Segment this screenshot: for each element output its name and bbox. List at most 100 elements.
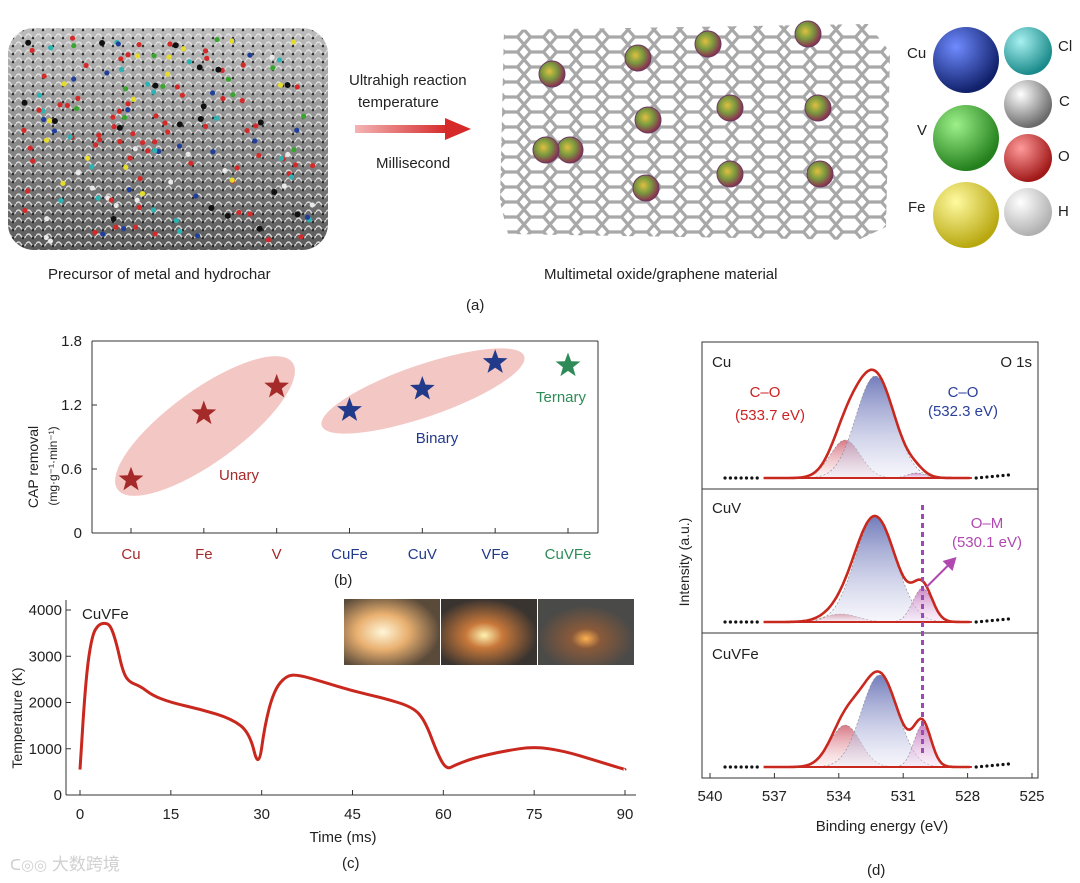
precursor-atom-dot (139, 139, 146, 146)
chart-b-star-point (555, 352, 581, 377)
precursor-atom-dot (208, 205, 215, 212)
precursor-atom-dot (21, 99, 28, 106)
flash-photo-2 (441, 599, 537, 665)
legend-fe-sphere (933, 182, 999, 248)
chart-b-x-tick-label: CuVFe (545, 546, 592, 563)
chart-b-x-tick-label: CuV (408, 546, 437, 563)
precursor-atom-dot (84, 155, 91, 161)
xps-data-dot (734, 476, 738, 480)
precursor-atom-dot (41, 116, 47, 123)
precursor-atom-dot (209, 90, 216, 96)
precursor-atom-dot (167, 41, 173, 47)
xps-data-dot (990, 763, 994, 768)
precursor-image (8, 28, 328, 250)
xps-data-dot (979, 475, 984, 480)
precursor-atom-dot (89, 164, 95, 170)
xps-data-dot (728, 765, 732, 769)
chart-c-x-tick-label: 0 (76, 806, 84, 823)
chart-b-ylabel-text: CAP removal (25, 425, 41, 509)
precursor-atom-dot (294, 211, 301, 218)
chart-c-x-tick-label: 75 (526, 806, 543, 823)
precursor-atom-dot (115, 41, 121, 47)
precursor-atom-dot (96, 132, 102, 138)
precursor-atom-dot (64, 102, 70, 109)
chart-c-xlabel: Time (ms) (310, 829, 377, 846)
precursor-atom-dot (240, 62, 246, 68)
oxide-nanoparticle (716, 160, 744, 188)
oxide-nanoparticle (556, 136, 584, 164)
legend-cu-sphere (933, 27, 999, 93)
xps-data-dot (1006, 762, 1010, 766)
legend-cl-label: Cl (1058, 38, 1073, 55)
xps-data-dot (985, 619, 989, 623)
xps-data-dot (979, 764, 984, 769)
oxide-nanoparticle (532, 136, 560, 164)
xps-data-dot (974, 765, 978, 769)
precursor-atom-dot (43, 234, 49, 241)
precursor-atom-dot (118, 66, 125, 73)
chart-d-xlabel: Binding energy (eV) (816, 818, 949, 835)
precursor-atom-dot (83, 62, 89, 69)
xps-data-dot (723, 620, 727, 624)
precursor-atom-dot (214, 36, 220, 43)
precursor-atom-dot (127, 155, 133, 161)
chart-d-x-tick-label: 531 (891, 788, 916, 805)
panel-b: 0 0.6 1.2 1.8 Cu Fe V CuFe CuV VFe CuVFe Unary Binar… (0, 325, 660, 590)
xps-data-dot (734, 765, 738, 769)
precursor-atom-dot (48, 45, 54, 51)
precursor-atom-dot (110, 114, 116, 120)
panel-d: Cu O 1s C–O (533.7 eV) C–O (532.3 eV) CuV O–M (5… (660, 325, 1080, 883)
precursor-atom-dot (256, 225, 263, 232)
precursor-atom-dot (155, 148, 162, 155)
precursor-atom-dot (100, 231, 106, 237)
chart-d-ylabel: Intensity (a.u.) (676, 502, 692, 622)
precursor-atom-dot (210, 149, 216, 155)
precursor-atom-dot (117, 138, 123, 145)
precursor-atom-dot (151, 53, 157, 59)
precursor-atom-dot (22, 207, 28, 214)
precursor-atom-dot (121, 226, 127, 232)
precursor-atom-dot (256, 152, 262, 159)
precursor-atom-dot (74, 105, 80, 112)
chart-b-svg: 00.61.21.8Cu Fe V CuFe CuV VFe CuVFeUnaryBinar… (61, 333, 599, 563)
xps-data-dot (979, 619, 984, 624)
o-m-arrow-shaft (925, 562, 952, 588)
legend-fe-label: Fe (908, 199, 926, 216)
xps-data-dot (744, 765, 749, 769)
precursor-atom-dot (123, 164, 129, 170)
precursor-atom-dot (294, 127, 300, 133)
precursor-atom-dot (116, 124, 123, 131)
precursor-atom-dot (113, 224, 119, 230)
precursor-atom-dot (36, 107, 42, 113)
legend-cl-sphere (1004, 27, 1052, 75)
atom-legend: Cu V Fe Cl C O H (900, 20, 1080, 250)
chart-d-x-tick-label: 537 (762, 788, 787, 805)
precursor-atom-dot (197, 116, 204, 123)
xps-data-dot (723, 476, 727, 480)
xps-data-dot (744, 476, 749, 480)
precursor-atom-dot (194, 233, 201, 239)
precursor-atom-dot (177, 228, 183, 234)
precursor-atom-dot (172, 42, 179, 49)
xps-data-dot (996, 474, 1000, 478)
chart-c-ylabel-text: Temperature (K) (9, 667, 25, 769)
precursor-atom-dot (71, 76, 77, 82)
chart-c-ylabel: Temperature (K) (9, 648, 25, 788)
precursor-atom-dot (229, 177, 235, 183)
chart-b-ylabel: CAP removal (25, 392, 41, 542)
chart-c-x-tick-label: 90 (617, 806, 634, 823)
precursor-atom-dot (75, 95, 81, 101)
precursor-atom-dot (276, 57, 282, 63)
precursor-atom-dot (75, 170, 81, 176)
precursor-caption: Precursor of metal and hydrochar (48, 266, 271, 283)
xps-component-peak (763, 375, 970, 479)
xps-data-dot (985, 475, 989, 479)
chart-b-y-tick-label: 0 (74, 525, 82, 542)
precursor-atom-dot (309, 202, 315, 208)
chart-d-x-tick-label: 534 (826, 788, 851, 805)
precursor-atom-dot (25, 188, 31, 194)
annotation-om-line2: (530.1 eV) (952, 534, 1022, 551)
precursor-atom-dot (278, 155, 284, 162)
precursor-atom-dot (247, 211, 253, 217)
chart-c-y-tick-label: 0 (54, 787, 62, 804)
